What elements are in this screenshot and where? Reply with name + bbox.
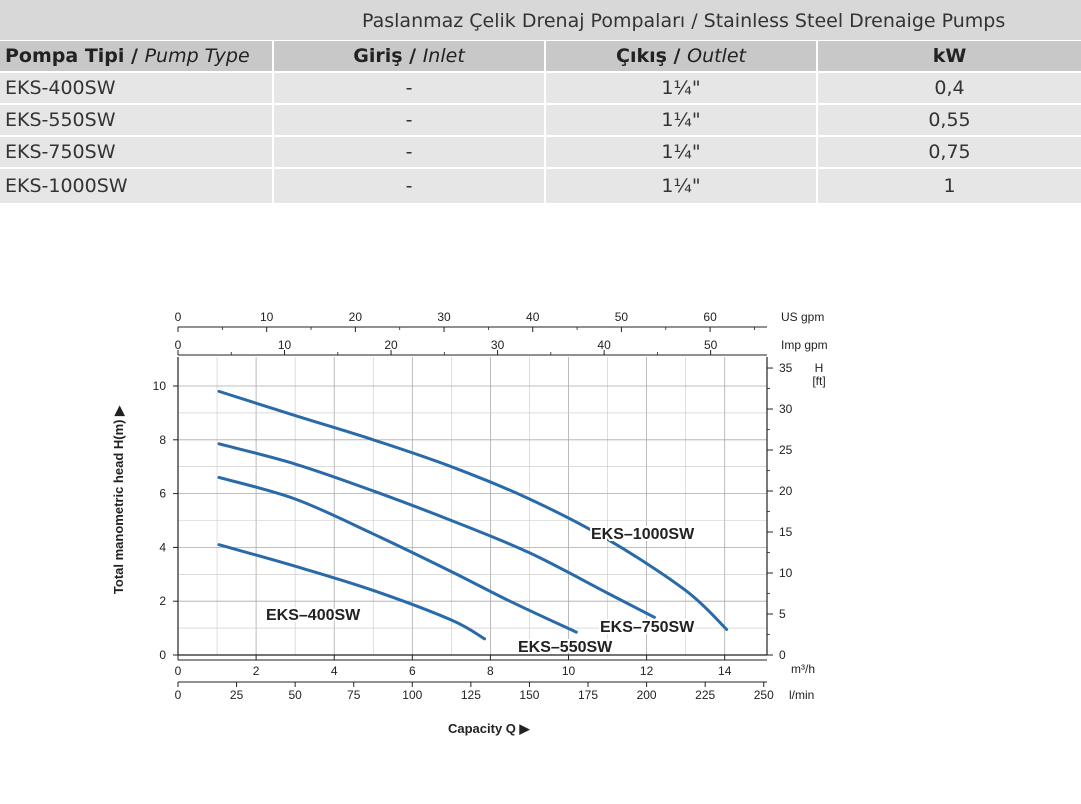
x-tick-label: 4 <box>331 664 338 678</box>
series-label-eks-400sw: EKS–400SW <box>266 607 361 624</box>
ft-tick-label: 10 <box>779 566 793 580</box>
cell-inlet: - <box>274 169 544 203</box>
cell-kw: 1 <box>818 169 1081 203</box>
cell-pump-type: EKS-750SW <box>0 137 272 167</box>
ft-tick-label: 30 <box>779 402 793 416</box>
lmin-tick-label: 150 <box>519 688 539 702</box>
cell-inlet: - <box>274 137 544 167</box>
cell-pump-type: EKS-400SW <box>0 73 272 103</box>
cell-kw: 0,55 <box>818 105 1081 135</box>
series-label-eks-750sw: EKS–750SW <box>600 619 695 636</box>
ft-tick-label: 25 <box>779 443 793 457</box>
x-tick-label: 2 <box>253 664 260 678</box>
ft-axis-title: H <box>815 361 824 375</box>
header-outlet: Çıkış / Outlet <box>546 41 816 71</box>
lmin-tick-label: 75 <box>347 688 361 702</box>
ft-axis-unit: [ft] <box>812 374 825 388</box>
lmin-tick-label: 0 <box>175 688 182 702</box>
usgpm-tick-label: 20 <box>349 310 363 324</box>
table-header-row: Pompa Tipi / Pump Type Giriş / Inlet Çık… <box>0 41 1081 71</box>
cell-pump-type: EKS-550SW <box>0 105 272 135</box>
cell-pump-type: EKS-1000SW <box>0 169 272 203</box>
cell-inlet: - <box>274 105 544 135</box>
usgpm-tick-label: 40 <box>526 310 540 324</box>
table-row: EKS-1000SW - 1¼" 1 <box>0 169 1081 203</box>
lmin-tick-label: 25 <box>230 688 244 702</box>
impgpm-axis-label: Imp gpm <box>781 338 828 352</box>
usgpm-tick-label: 60 <box>703 310 717 324</box>
table-row: EKS-400SW - 1¼" 0,4 <box>0 73 1081 103</box>
x-tick-label: 14 <box>718 664 732 678</box>
lmin-tick-label: 200 <box>637 688 657 702</box>
cell-outlet: 1¼" <box>546 73 816 103</box>
lmin-axis-unit: l/min <box>789 688 814 702</box>
ft-tick-label: 15 <box>779 525 793 539</box>
table-title: Paslanmaz Çelik Drenaj Pompaları / Stain… <box>362 10 1006 32</box>
series-line-eks-1000sw <box>217 389 729 631</box>
lmin-tick-label: 50 <box>288 688 302 702</box>
lmin-tick-label: 125 <box>461 688 481 702</box>
cell-kw: 0,4 <box>818 73 1081 103</box>
ft-tick-label: 0 <box>779 648 786 662</box>
impgpm-tick-label: 40 <box>597 338 611 352</box>
cell-outlet: 1¼" <box>546 169 816 203</box>
ft-tick-label: 35 <box>779 361 793 375</box>
x-axis-unit: m³/h <box>791 662 815 676</box>
header-pump-type: Pompa Tipi / Pump Type <box>0 41 272 71</box>
series-line-eks-550sw <box>217 475 578 634</box>
usgpm-tick-label: 30 <box>437 310 451 324</box>
y-tick-label: 4 <box>159 540 166 554</box>
header-inlet: Giriş / Inlet <box>274 41 544 71</box>
series-label-eks-550sw: EKS–550SW <box>518 639 613 656</box>
lmin-tick-label: 175 <box>578 688 598 702</box>
x-tick-label: 0 <box>175 664 182 678</box>
impgpm-tick-label: 20 <box>384 338 398 352</box>
y-tick-label: 10 <box>153 379 167 393</box>
cell-kw: 0,75 <box>818 137 1081 167</box>
table-row: EKS-550SW - 1¼" 0,55 <box>0 105 1081 135</box>
series-line-eks-400sw <box>217 543 487 641</box>
usgpm-tick-label: 50 <box>615 310 629 324</box>
y-axis-title: Total manometric head H(m) ▶ <box>111 405 126 594</box>
impgpm-tick-label: 0 <box>175 338 182 352</box>
series-line-eks-750sw <box>217 442 656 619</box>
lmin-tick-label: 225 <box>695 688 715 702</box>
y-tick-label: 6 <box>159 487 166 501</box>
y-tick-label: 8 <box>159 433 166 447</box>
x-axis-title: Capacity Q ▶ <box>448 721 531 736</box>
impgpm-tick-label: 30 <box>491 338 505 352</box>
ft-tick-label: 20 <box>779 484 793 498</box>
x-tick-label: 10 <box>562 664 576 678</box>
cell-inlet: - <box>274 73 544 103</box>
ft-tick-label: 5 <box>779 607 786 621</box>
usgpm-tick-label: 10 <box>260 310 274 324</box>
x-tick-label: 6 <box>409 664 416 678</box>
cell-outlet: 1¼" <box>546 137 816 167</box>
lmin-tick-label: 250 <box>754 688 774 702</box>
x-tick-label: 8 <box>487 664 494 678</box>
impgpm-tick-label: 10 <box>278 338 292 352</box>
table-row: EKS-750SW - 1¼" 0,75 <box>0 137 1081 167</box>
table-title-bar: Paslanmaz Çelik Drenaj Pompaları / Stain… <box>0 0 1081 40</box>
x-tick-label: 12 <box>640 664 654 678</box>
lmin-tick-label: 100 <box>402 688 422 702</box>
y-tick-label: 0 <box>159 648 166 662</box>
header-kw: kW <box>818 41 1081 71</box>
usgpm-axis-label: US gpm <box>781 310 824 324</box>
cell-outlet: 1¼" <box>546 105 816 135</box>
impgpm-tick-label: 50 <box>704 338 718 352</box>
y-tick-label: 2 <box>159 594 166 608</box>
usgpm-tick-label: 0 <box>175 310 182 324</box>
series-label-eks-1000sw: EKS–1000SW <box>591 526 695 543</box>
